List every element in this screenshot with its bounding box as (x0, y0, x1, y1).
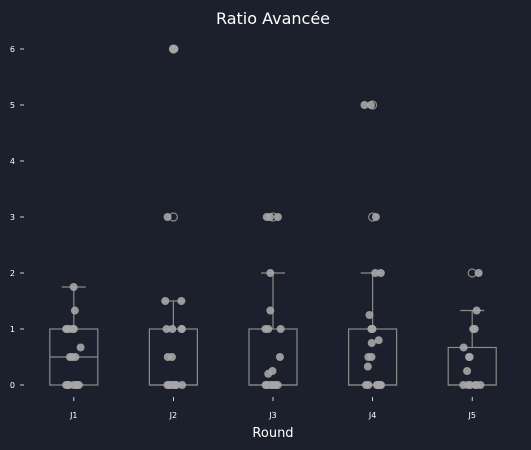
x-axis: J1 J2 J3 J4 J5 (69, 397, 476, 420)
y-tick-label: 1 (10, 325, 15, 334)
x-tick-label: J1 (69, 411, 77, 420)
data-point (459, 381, 468, 389)
data-point (164, 381, 173, 389)
data-point (367, 101, 376, 109)
data-point (76, 343, 85, 352)
data-point (273, 213, 282, 221)
data-point (268, 381, 277, 389)
data-point (459, 343, 468, 352)
points-J5 (459, 269, 485, 389)
data-point (69, 283, 78, 291)
data-point (371, 213, 380, 221)
box-J1 (49, 286, 99, 386)
data-point (365, 311, 374, 319)
data-point (65, 353, 74, 361)
x-axis-label: Round (252, 426, 293, 441)
y-tick-label: 2 (10, 269, 15, 278)
data-point (276, 325, 285, 333)
data-point (72, 381, 81, 389)
data-point (266, 269, 275, 277)
data-point (170, 381, 179, 389)
data-point (169, 45, 178, 53)
data-point (465, 353, 474, 361)
y-axis: 0 1 2 3 4 5 6 (10, 45, 24, 390)
data-point (63, 381, 72, 389)
box-J3 (248, 212, 298, 386)
x-tick-label: J5 (467, 411, 475, 420)
y-tick-label: 0 (10, 381, 15, 390)
data-point (367, 325, 376, 333)
data-point (161, 297, 170, 305)
data-point (364, 353, 373, 361)
data-point (178, 381, 187, 389)
box-rect (248, 328, 298, 386)
data-point (163, 213, 172, 221)
box-rect (447, 346, 497, 386)
data-point (62, 325, 71, 333)
data-point (275, 353, 284, 361)
x-tick-label: J3 (268, 411, 276, 420)
data-point (262, 213, 271, 221)
data-point (367, 339, 376, 347)
data-point (266, 306, 275, 315)
data-point (364, 381, 373, 389)
data-point (360, 101, 369, 109)
data-point (474, 269, 483, 277)
data-point (162, 325, 171, 333)
box-J2 (148, 44, 198, 386)
chart-title: Ratio Avancée (216, 9, 330, 28)
data-point (476, 381, 485, 389)
data-point (177, 297, 186, 305)
data-point (177, 325, 186, 333)
data-point (69, 325, 78, 333)
data-point (264, 325, 273, 333)
data-point (469, 325, 478, 333)
data-point (261, 381, 270, 389)
points-J3 (261, 213, 285, 389)
points-J4 (360, 101, 386, 389)
data-point (70, 306, 79, 315)
data-point (463, 367, 472, 375)
x-tick-label: J4 (368, 411, 376, 420)
data-point (167, 353, 176, 361)
data-point (376, 381, 385, 389)
data-point (371, 269, 380, 277)
data-point (374, 336, 383, 345)
points (62, 45, 485, 389)
data-point (376, 269, 385, 277)
x-tick-label: J2 (169, 411, 177, 420)
data-point (472, 306, 481, 315)
y-tick-label: 6 (10, 45, 15, 54)
points-J2 (161, 45, 187, 389)
data-point (264, 369, 273, 378)
y-tick-label: 5 (10, 101, 15, 110)
y-tick-label: 4 (10, 157, 15, 166)
data-point (168, 325, 177, 333)
data-point (363, 362, 372, 371)
y-tick-label: 3 (10, 213, 15, 222)
points-J1 (62, 283, 85, 389)
